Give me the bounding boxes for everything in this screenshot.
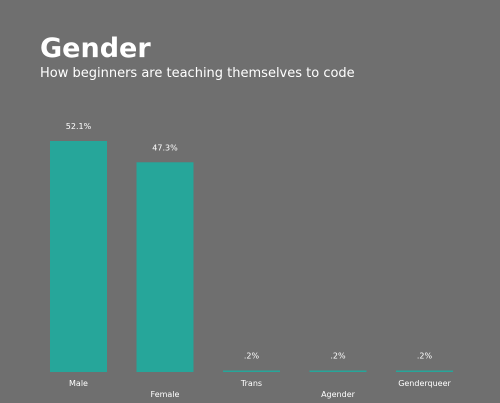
category-label-female: Female xyxy=(151,390,180,399)
chart-subtitle: How beginners are teaching themselves to… xyxy=(40,66,355,81)
chart-title: Gender xyxy=(40,33,151,64)
category-label-male: Male xyxy=(69,379,88,388)
bar-agender xyxy=(309,370,367,372)
value-label-genderqueer: .2% xyxy=(417,352,433,361)
value-label-male: 52.1% xyxy=(66,122,92,131)
bar-female xyxy=(136,162,194,372)
value-label-trans: .2% xyxy=(244,352,260,361)
value-label-agender: .2% xyxy=(330,352,346,361)
category-label-genderqueer: Genderqueer xyxy=(398,379,451,388)
category-labels-group: Male Female Trans Agender Genderqueer xyxy=(69,379,451,399)
bar-male xyxy=(50,141,107,372)
category-label-trans: Trans xyxy=(240,379,262,388)
bars-group xyxy=(50,141,453,372)
bar-genderqueer xyxy=(396,370,453,372)
bar-trans xyxy=(223,370,280,372)
value-label-female: 47.3% xyxy=(152,143,178,152)
category-label-agender: Agender xyxy=(321,390,356,399)
value-labels-group: 52.1% 47.3% .2% .2% .2% xyxy=(66,122,433,361)
